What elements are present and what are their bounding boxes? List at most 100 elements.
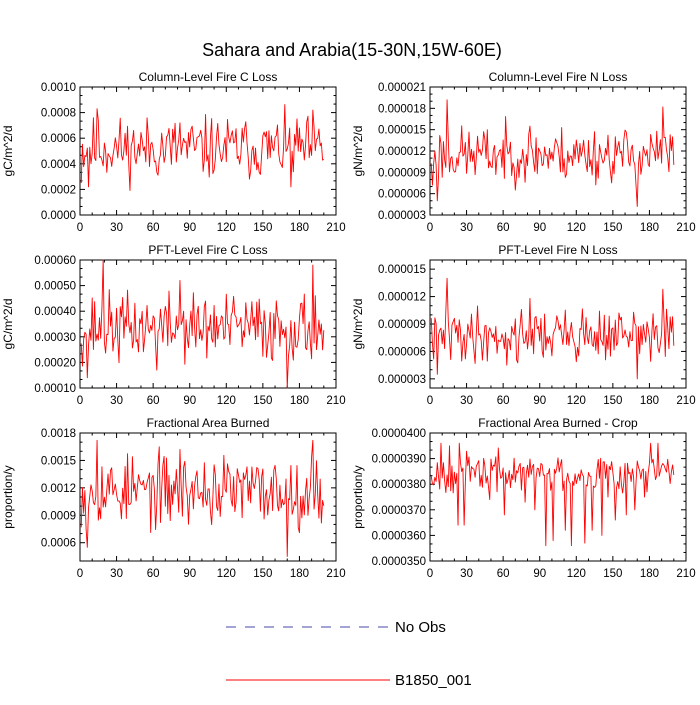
- y-tick-label: 0.000009: [378, 319, 426, 331]
- x-tick-label: 0: [427, 395, 433, 407]
- y-tick-label: 0.0015: [41, 455, 76, 467]
- y-tick-label: 0.00010: [34, 383, 76, 395]
- x-tick-label: 30: [460, 395, 473, 407]
- panel-4: PFT-Level Fire N Loss 0 30 60 90 120 150 180 210…: [351, 243, 696, 407]
- x-tick-label: 0: [427, 222, 433, 234]
- x-tick-label: 30: [110, 222, 123, 234]
- legend-label: B1850_001: [395, 672, 472, 689]
- x-tick-label: 0: [427, 568, 433, 580]
- series-line: [80, 259, 325, 389]
- panel-1: Column-Level Fire C Loss 0 30 60 90 120 150 180…: [1, 70, 346, 234]
- y-tick-label: 0.000003: [378, 210, 426, 222]
- x-tick-label: 60: [497, 568, 510, 580]
- x-tick-label: 180: [640, 222, 659, 234]
- x-tick-label: 210: [676, 395, 695, 407]
- x-tick-label: 150: [603, 395, 622, 407]
- legend-label: No Obs: [395, 619, 446, 636]
- y-tick-label: 0.0004: [41, 159, 77, 171]
- x-tick-label: 150: [253, 395, 272, 407]
- y-tick-label: 0.00030: [34, 332, 76, 344]
- y-tick-label: 0.0009: [41, 510, 76, 522]
- y-tick-label: 0.000015: [378, 264, 426, 276]
- y-tick-label: 0.000012: [378, 146, 426, 158]
- y-tick-label: 0.0002: [41, 184, 76, 196]
- x-tick-label: 60: [497, 395, 510, 407]
- y-tick-label: 0.0018: [41, 428, 76, 440]
- panels: Column-Level Fire C Loss 0 30 60 90 120 150 180…: [1, 70, 696, 580]
- plot-frame: [429, 432, 687, 562]
- x-tick-label: 120: [567, 395, 586, 407]
- series-line: [430, 442, 675, 547]
- y-tick-label: 0.000006: [378, 346, 426, 358]
- x-tick-label: 0: [77, 568, 83, 580]
- series-line: [430, 99, 675, 207]
- x-tick-label: 90: [183, 222, 196, 234]
- x-tick-label: 180: [290, 222, 309, 234]
- plot-frame: [79, 86, 337, 216]
- legend-item: B1850_001: [226, 672, 472, 689]
- x-tick-label: 90: [183, 395, 196, 407]
- x-tick-label: 150: [253, 568, 272, 580]
- y-tick-label: 0.0000390: [372, 454, 426, 466]
- figure-title: Sahara and Arabia(15-30N,15W-60E): [202, 40, 502, 60]
- y-tick-label: 0.000018: [378, 103, 426, 115]
- panel-6: Fractional Area Burned - Crop 0 30 60 90 120 1…: [351, 416, 696, 580]
- x-tick-label: 60: [147, 395, 160, 407]
- series-line: [80, 104, 325, 191]
- y-tick-label: 0.0000: [41, 210, 76, 222]
- y-tick-label: 0.000009: [378, 167, 426, 179]
- x-tick-label: 90: [533, 222, 546, 234]
- series-line: [430, 277, 675, 380]
- x-tick-label: 210: [676, 568, 695, 580]
- x-tick-label: 180: [290, 568, 309, 580]
- y-axis-label: gC/m^2/d: [1, 126, 15, 177]
- x-tick-label: 150: [603, 222, 622, 234]
- y-tick-label: 0.0000350: [372, 556, 426, 568]
- x-tick-label: 30: [460, 222, 473, 234]
- y-axis-label: proportion/y: [351, 465, 365, 528]
- x-tick-label: 210: [676, 222, 695, 234]
- panel-title: Column-Level Fire C Loss: [139, 70, 278, 84]
- x-tick-label: 60: [147, 568, 160, 580]
- y-tick-label: 0.000006: [378, 189, 426, 201]
- y-tick-label: 0.00020: [34, 357, 76, 369]
- y-tick-label: 0.000012: [378, 292, 426, 304]
- x-tick-label: 150: [603, 568, 622, 580]
- y-tick-label: 0.000015: [378, 125, 426, 137]
- plot-frame: [79, 259, 337, 389]
- y-tick-label: 0.0000400: [372, 428, 426, 440]
- x-tick-label: 90: [533, 395, 546, 407]
- x-tick-label: 30: [110, 395, 123, 407]
- panel-title: PFT-Level Fire N Loss: [498, 243, 617, 257]
- x-tick-label: 180: [640, 568, 659, 580]
- series-line: [80, 439, 325, 557]
- panel-3: PFT-Level Fire C Loss 0 30 60 90 120 150 180 210…: [1, 243, 346, 407]
- x-tick-label: 150: [253, 222, 272, 234]
- x-tick-label: 210: [326, 222, 345, 234]
- y-axis-label: gN/m^2/d: [351, 299, 365, 350]
- y-tick-label: 0.0012: [41, 483, 76, 495]
- legend: No Obs B1850_001: [226, 619, 472, 689]
- x-tick-label: 30: [460, 568, 473, 580]
- x-tick-label: 120: [217, 395, 236, 407]
- x-tick-label: 120: [217, 222, 236, 234]
- y-tick-label: 0.0008: [41, 108, 76, 120]
- panel-title: PFT-Level Fire C Loss: [148, 243, 267, 257]
- x-tick-label: 60: [497, 222, 510, 234]
- panel-title: Fractional Area Burned - Crop: [478, 416, 638, 430]
- y-axis-label: gC/m^2/d: [1, 299, 15, 350]
- y-tick-label: 0.00040: [34, 306, 76, 318]
- x-tick-label: 0: [77, 222, 83, 234]
- y-axis-label: proportion/y: [1, 465, 15, 528]
- panel-title: Column-Level Fire N Loss: [489, 70, 628, 84]
- y-tick-label: 0.0006: [41, 133, 76, 145]
- x-tick-label: 60: [147, 222, 160, 234]
- x-tick-label: 180: [290, 395, 309, 407]
- y-tick-label: 0.0006: [41, 538, 76, 550]
- legend-item: No Obs: [226, 619, 446, 636]
- y-axis-label: gN/m^2/d: [351, 126, 365, 177]
- y-tick-label: 0.000003: [378, 374, 426, 386]
- x-tick-label: 120: [567, 568, 586, 580]
